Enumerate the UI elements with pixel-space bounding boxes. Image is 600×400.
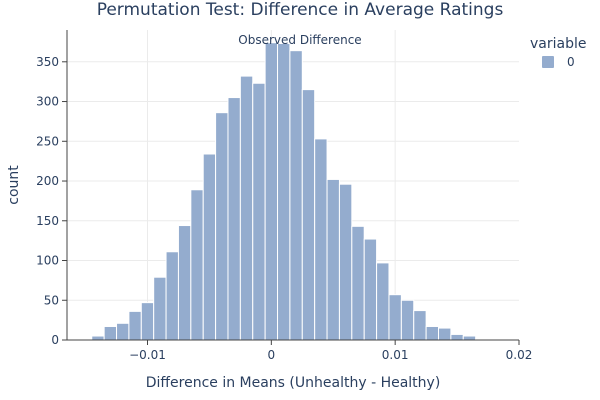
observed-difference-annotation: Observed Difference [238,33,361,47]
y-tick-label: 250 [36,134,59,148]
histogram-bar[interactable] [314,138,328,341]
legend-item-0[interactable]: 0 [542,55,575,69]
y-tick-label: 150 [36,214,59,228]
histogram-bar[interactable] [264,42,279,341]
axes [66,30,519,341]
histogram-bar[interactable] [140,302,155,341]
x-tick-label: 0 [268,348,276,362]
y-tick-label: 350 [36,55,59,69]
x-tick-label: 0.01 [382,348,409,362]
histogram-bar[interactable] [165,251,179,341]
histogram-bar[interactable] [326,178,340,341]
histogram-bar[interactable] [289,50,303,341]
histogram-bar[interactable] [338,183,353,341]
y-tick-label: 0 [51,333,59,347]
histogram-bar[interactable] [202,153,217,341]
histogram-bar[interactable] [116,322,130,341]
legend: variable 0 [530,36,586,69]
histogram-bar[interactable] [438,327,452,341]
histogram-bar[interactable] [239,75,254,341]
histogram-bar[interactable] [277,43,291,341]
histogram-bar[interactable] [91,335,105,341]
y-tick-label: 200 [36,174,59,188]
histogram-bar[interactable] [128,310,142,341]
histogram-bar[interactable] [227,97,241,341]
histogram-bar[interactable] [301,89,316,341]
histogram-bar[interactable] [252,82,266,341]
legend-item-label: 0 [567,55,575,69]
histogram-bar[interactable] [177,225,192,341]
y-tick-label: 100 [36,254,59,268]
histogram-bar[interactable] [363,238,378,341]
histogram-bar[interactable] [425,325,440,341]
histogram-bar[interactable] [376,262,390,341]
histogram-bar[interactable] [388,294,402,341]
histogram-bar[interactable] [351,225,365,341]
histogram-bar[interactable] [153,276,167,341]
x-tick-label: 0.02 [506,348,533,362]
legend-swatch [542,56,554,68]
y-tick-label: 50 [44,293,59,307]
x-tick-label: −0.01 [129,348,166,362]
bars [78,42,489,341]
ticks: 0 50 100 150 200 250 300 350 −0.01 0 0.01 0.02 [36,55,532,362]
x-axis-label: Difference in Means (Unhealthy - Healthy… [146,375,441,391]
legend-title: variable [530,36,586,52]
histogram-bar[interactable] [215,112,229,341]
histogram-bar[interactable] [400,299,415,341]
histogram-bar[interactable] [450,333,464,341]
histogram-bar[interactable] [190,189,204,341]
y-axis-label: count [6,165,22,205]
chart-title: Permutation Test: Difference in Average … [97,0,504,20]
histogram-bar[interactable] [462,335,477,341]
histogram-bar[interactable] [413,310,427,341]
histogram-bar[interactable] [103,325,118,341]
y-tick-label: 300 [36,95,59,109]
